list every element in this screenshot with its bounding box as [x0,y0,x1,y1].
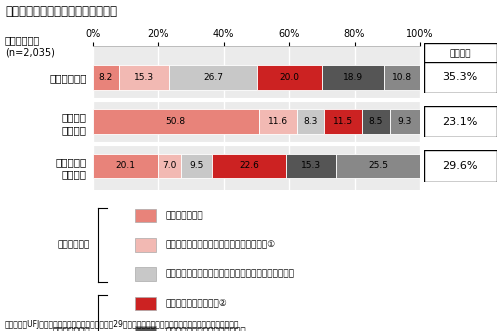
Bar [170,65,257,90]
Bar [92,154,158,178]
Text: 20.1: 20.1 [116,162,136,170]
Bar [362,110,390,134]
Text: 15.3: 15.3 [134,73,154,82]
Text: ①＋②: ①＋② [450,62,471,71]
Text: 制度を利用したかった②: 制度を利用したかった② [165,299,227,308]
Text: 制度を利用したいと思わなかった: 制度を利用したいと思わなかった [165,328,246,331]
Text: 制度を利用した: 制度を利用した [165,211,202,220]
Text: 50.8: 50.8 [166,117,186,126]
Bar [384,65,420,90]
Bar [182,154,212,178]
Bar [259,110,297,134]
Text: 出典：三菱UFJリサーチ＆コンサルティング「平成29年度仕事と育児の両立に関する実態把握のための調査」: 出典：三菱UFJリサーチ＆コンサルティング「平成29年度仕事と育児の両立に関する… [5,320,240,329]
Text: 18.9: 18.9 [344,73,363,82]
Bar [92,110,259,134]
FancyBboxPatch shape [135,326,156,331]
Text: 9.5: 9.5 [190,162,204,170]
Bar [322,65,384,90]
Text: 22.6: 22.6 [240,162,260,170]
FancyBboxPatch shape [135,209,156,222]
FancyBboxPatch shape [135,267,156,281]
Bar [212,154,286,178]
Text: 男性・正社員
(n=2,035): 男性・正社員 (n=2,035) [5,35,55,58]
Text: 29.6%: 29.6% [442,161,478,171]
FancyBboxPatch shape [135,238,156,252]
Text: 制度がなかった: 制度がなかった [52,328,90,331]
Text: 10.8: 10.8 [392,73,412,82]
Text: 8.5: 8.5 [368,117,383,126]
Text: 7.0: 7.0 [162,162,177,170]
Text: 9.3: 9.3 [398,117,412,126]
Bar [336,154,420,178]
FancyBboxPatch shape [424,43,496,74]
Text: 23.1%: 23.1% [442,117,478,127]
FancyBboxPatch shape [424,62,496,93]
FancyBboxPatch shape [424,106,496,137]
Text: 11.6: 11.6 [268,117,288,126]
Bar [297,110,324,134]
Text: 図表２：育児休業制度等の取得状況: 図表２：育児休業制度等の取得状況 [5,5,117,18]
Bar [92,65,120,90]
Bar [257,65,322,90]
Text: 35.3%: 35.3% [442,72,478,82]
Bar [286,154,337,178]
Text: 11.5: 11.5 [333,117,353,126]
Bar [390,110,420,134]
Text: 15.3: 15.3 [302,162,322,170]
FancyBboxPatch shape [135,297,156,310]
Text: 利用希望: 利用希望 [450,50,471,59]
Text: 制度を利用しておらず、利用したいとも思わなかった: 制度を利用しておらず、利用したいとも思わなかった [165,269,294,279]
Text: 制度があった: 制度があった [58,240,90,250]
Bar [324,110,362,134]
Bar [120,65,170,90]
Text: 8.2: 8.2 [99,73,113,82]
Bar [158,154,182,178]
Text: 8.3: 8.3 [304,117,318,126]
Text: 25.5: 25.5 [368,162,388,170]
Text: 制度を利用しなかったが、利用したかった①: 制度を利用しなかったが、利用したかった① [165,240,275,250]
FancyBboxPatch shape [424,150,496,182]
Text: 20.0: 20.0 [280,73,299,82]
Text: 26.7: 26.7 [203,73,223,82]
